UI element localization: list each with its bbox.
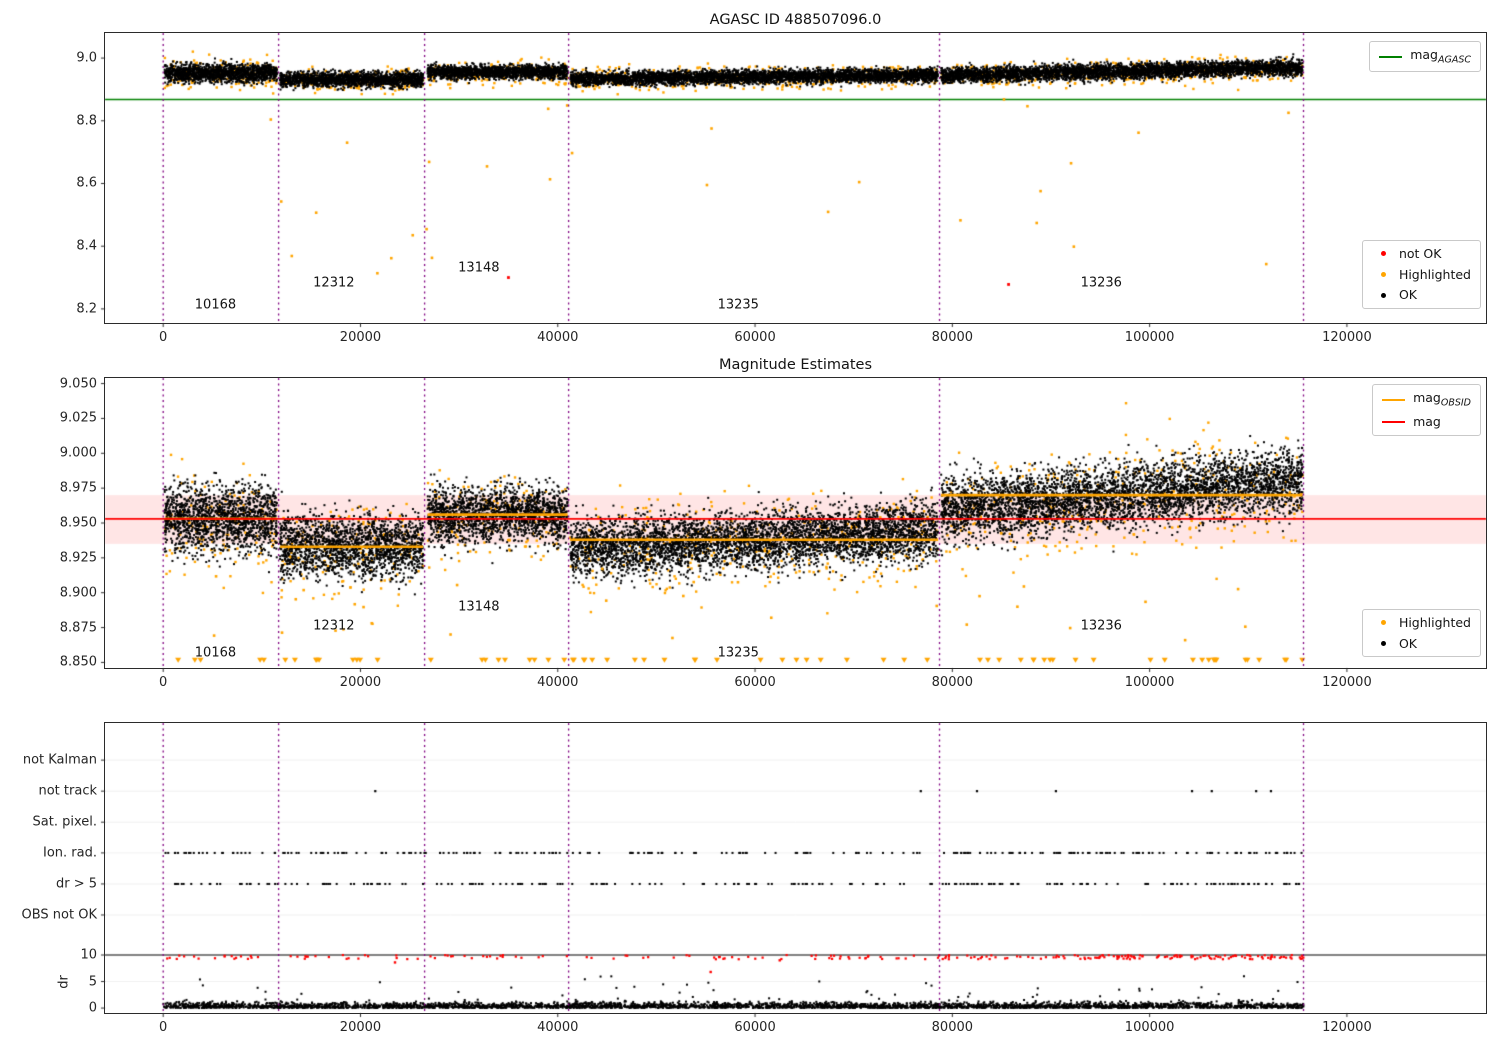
legend-line-swatch: [1379, 55, 1403, 58]
flag-row-label-obs-not-ok: OBS not OK: [21, 907, 98, 923]
x-tick-label: 60000: [734, 330, 776, 345]
x-tick-label: 60000: [734, 1020, 776, 1035]
x-tick-label: 40000: [537, 675, 579, 690]
x-tick-label: 20000: [339, 1020, 382, 1035]
obsid-label-13235: 13235: [717, 297, 759, 313]
dr-tick-label: 0: [88, 1000, 97, 1016]
legend-entry-mag: mag: [1382, 414, 1471, 430]
x-tick-label: 80000: [931, 1020, 974, 1035]
dr-tick-label: 10: [80, 947, 97, 963]
x-tick-label: 60000: [734, 675, 776, 690]
legend-label: not OK: [1398, 246, 1442, 261]
legend-label: magOBSID: [1413, 390, 1471, 409]
flag-row-label-sat-pixel-: Sat. pixel.: [32, 814, 97, 830]
x-tick-label: 40000: [537, 330, 579, 345]
legend-label: Highlighted: [1398, 266, 1471, 282]
legend-point-categories-top: not OK Highlighted OK: [1361, 240, 1481, 309]
obsid-label-10168-mid: 10168: [194, 645, 237, 661]
x-tick-label: 0: [159, 1020, 168, 1035]
obsid-label-10168: 10168: [194, 297, 237, 313]
legend-entry-highlighted: Highlighted: [1372, 267, 1471, 283]
x-tick-label: 100000: [1124, 1020, 1175, 1035]
x-tick-label: 100000: [1124, 330, 1175, 345]
obsid-label-12312: 12312: [313, 275, 355, 291]
legend-label: OK: [1398, 635, 1417, 651]
flag-row-label-ion-rad-: Ion. rad.: [43, 845, 97, 861]
flag-row-label-dr-5: dr > 5: [55, 876, 97, 892]
y-tick-label: 9.0: [76, 50, 97, 66]
legend-label: OK: [1398, 287, 1417, 303]
legend-entry-not-ok: not OK: [1372, 246, 1471, 262]
y-tick-label: 9.000: [59, 445, 97, 461]
x-tick-label: 20000: [339, 330, 382, 345]
y-tick-label: 9.025: [59, 410, 97, 426]
y-tick-label: 8.975: [59, 480, 97, 496]
flag-row-label-not-kalman: not Kalman: [22, 752, 97, 768]
y-tick-label: 8.8: [76, 113, 97, 129]
legend-entry-ok: OK: [1372, 636, 1471, 652]
dr-tick-label: 5: [88, 974, 97, 990]
chart-title-magnitude-estimates: Magnitude Estimates: [718, 357, 873, 373]
x-tick-label: 120000: [1322, 330, 1372, 345]
legend-label-subscript: OBSID: [1440, 397, 1471, 409]
y-tick-label: 8.900: [59, 585, 97, 601]
legend-entry-magobsid: magOBSID: [1382, 390, 1471, 409]
legend-entry-ok: OK: [1372, 287, 1471, 303]
y-tick-label: 8.925: [59, 550, 97, 566]
y-axis-label-dr: dr: [56, 975, 72, 989]
legend-line-swatch: [1382, 398, 1406, 401]
legend-entry-highlighted: Highlighted: [1372, 615, 1471, 631]
x-tick-label: 40000: [537, 1020, 579, 1035]
legend-label: Highlighted: [1398, 615, 1471, 630]
x-tick-label: 120000: [1322, 1020, 1372, 1035]
legend-label: mag: [1413, 414, 1441, 430]
y-tick-label: 8.850: [59, 654, 97, 670]
flag-row-label-not-track: not track: [38, 783, 97, 799]
y-tick-label: 8.6: [76, 175, 97, 191]
legend-point-swatch: [1380, 292, 1386, 298]
obsid-label-13236: 13236: [1080, 275, 1122, 291]
legend-point-swatch: [1380, 640, 1386, 646]
legend-line-swatch: [1382, 421, 1406, 424]
obsid-label-13148: 13148: [458, 260, 500, 276]
y-tick-label: 8.4: [76, 238, 97, 254]
legend-point-categories-middle: Highlighted OK: [1361, 609, 1481, 658]
y-tick-label: 8.2: [76, 301, 97, 317]
y-tick-label: 8.950: [59, 515, 97, 531]
x-tick-label: 100000: [1124, 675, 1175, 690]
legend-point-swatch: [1380, 620, 1386, 626]
x-tick-label: 80000: [931, 330, 974, 345]
legend-label: magAGASC: [1410, 47, 1471, 66]
chart-title-agasc-id: AGASC ID 488507096.0: [709, 12, 882, 28]
legend-mag-lines: magOBSID mag: [1372, 384, 1481, 436]
obsid-label-13235-mid: 13235: [717, 645, 759, 661]
x-tick-label: 0: [159, 330, 168, 345]
legend-label-subscript: AGASC: [1437, 54, 1471, 66]
y-tick-label: 8.875: [59, 620, 97, 636]
legend-mag-agasc: magAGASC: [1369, 41, 1481, 73]
obsid-label-12312-mid: 12312: [313, 618, 355, 634]
legend-entry-magagasc: magAGASC: [1379, 47, 1471, 66]
obsid-label-13236-mid: 13236: [1080, 618, 1122, 634]
x-tick-label: 0: [159, 675, 168, 690]
y-tick-label: 9.050: [59, 376, 97, 392]
x-tick-label: 80000: [931, 675, 974, 690]
x-tick-label: 120000: [1322, 675, 1372, 690]
legend-point-swatch: [1380, 271, 1386, 277]
x-tick-label: 20000: [339, 675, 382, 690]
obsid-label-13148-mid: 13148: [458, 599, 500, 615]
legend-point-swatch: [1380, 251, 1386, 257]
